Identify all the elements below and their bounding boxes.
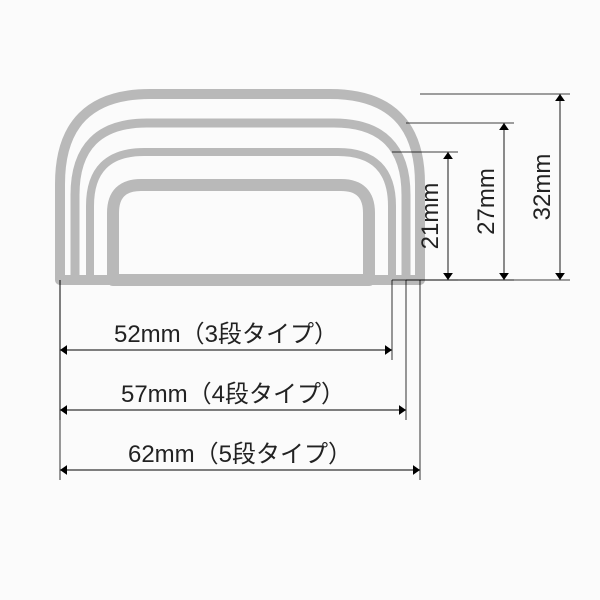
ring4	[75, 123, 406, 280]
arrowhead	[60, 465, 67, 475]
dimension-diagram: 52mm（3段タイプ） 57mm（4段タイプ） 62mm（5段タイプ） 21mm 27m…	[0, 0, 600, 600]
arrowhead	[555, 94, 565, 101]
height-label: 27mm	[473, 168, 500, 235]
arrowhead	[443, 152, 453, 159]
arrowhead	[60, 345, 67, 355]
arrowhead	[443, 273, 453, 280]
arrowhead	[399, 405, 406, 415]
width-label: 62mm（5段タイプ）	[128, 441, 352, 468]
height-label: 21mm	[417, 183, 444, 250]
arrowhead	[60, 405, 67, 415]
arrowhead	[413, 465, 420, 475]
width-label: 52mm（3段タイプ）	[114, 321, 338, 348]
arrowhead	[555, 273, 565, 280]
arrowhead	[499, 123, 509, 130]
ring3	[90, 152, 392, 280]
arrowhead	[385, 345, 392, 355]
width-label: 57mm（4段タイプ）	[121, 381, 345, 408]
inner	[113, 185, 369, 280]
arrowhead	[499, 273, 509, 280]
height-label: 32mm	[529, 154, 556, 221]
